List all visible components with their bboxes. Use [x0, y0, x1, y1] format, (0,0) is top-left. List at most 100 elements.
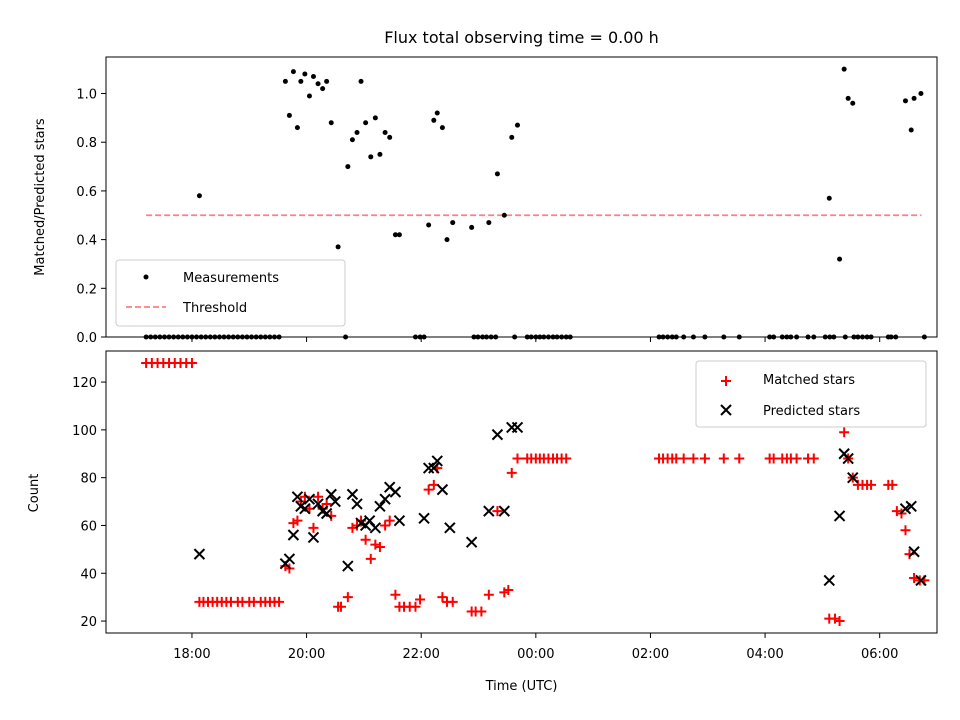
- matched-star-point: [342, 592, 353, 603]
- measurement-point: [426, 222, 432, 228]
- predicted-star-point: [325, 488, 337, 501]
- matched-star-point: [483, 589, 494, 600]
- measurement-point: [439, 125, 445, 131]
- top-y-axis-label: Matched/Predicted stars: [33, 118, 48, 276]
- predicted-star-point: [418, 512, 430, 524]
- measurement-point: [282, 78, 288, 84]
- matched-star-point: [866, 479, 877, 490]
- measurement-point: [486, 220, 492, 226]
- predicted-star-point: [823, 574, 835, 587]
- legend-matched-marker: [721, 376, 731, 386]
- predicted-star-point: [303, 493, 316, 505]
- top-y-tick-label: 0.6: [76, 185, 97, 200]
- measurement-point: [324, 78, 330, 84]
- measurement-point: [509, 134, 515, 140]
- measurement-point: [837, 256, 843, 262]
- predicted-star-point: [847, 471, 859, 484]
- bottom-y-tick-label: 120: [72, 376, 97, 391]
- top-axes-frame: [105, 56, 938, 338]
- bottom-x-tick-label: 06:00: [861, 647, 898, 662]
- measurement-point: [372, 115, 378, 121]
- measurement-point: [850, 100, 856, 106]
- bottom-y-tick-label: 20: [80, 615, 97, 630]
- matched-star-point: [699, 453, 710, 464]
- bottom-y-axis: 20 40 60 80 100 120: [72, 376, 106, 630]
- predicted-star-point: [465, 536, 478, 548]
- predicted-star-point: [329, 495, 341, 508]
- matched-star-point: [415, 594, 426, 605]
- bottom-y-tick-label: 100: [72, 424, 97, 439]
- matched-star-point: [390, 589, 401, 600]
- predicted-star-point: [393, 514, 406, 527]
- measurement-point: [294, 125, 300, 131]
- measurement-point: [387, 134, 393, 140]
- matched-star-point: [834, 616, 845, 627]
- bottom-x-axis: 18:00 20:00 22:00 00:00 02:00 04:00 06:00: [173, 633, 898, 662]
- predicted-star-point: [369, 522, 382, 534]
- bottom-x-tick-label: 22:00: [402, 647, 439, 662]
- bottom-legend: Matched stars Predicted stars: [695, 360, 927, 428]
- predicted-star-point: [428, 462, 440, 474]
- measurement-point: [469, 224, 475, 230]
- matched-star-point: [274, 596, 285, 607]
- measurement-point: [392, 232, 398, 238]
- measurement-point: [396, 232, 402, 238]
- matched-star-point: [561, 453, 572, 464]
- top-panel: 0.0 0.2 0.4 0.6 0.8 1.0 Matched/Predicted sta…: [33, 56, 938, 346]
- measurement-point: [494, 171, 500, 177]
- top-legend: Measurements Threshold: [115, 259, 346, 327]
- matched-star-point: [512, 453, 523, 464]
- bottom-legend-frame: [695, 360, 927, 428]
- top-y-tick-label: 0.0: [76, 331, 97, 346]
- matched-star-point: [768, 453, 779, 464]
- predicted-star-point: [374, 500, 386, 513]
- measurement-point: [918, 91, 924, 97]
- matched-star-point: [308, 522, 319, 533]
- measurement-point: [335, 244, 341, 250]
- measurement-point: [444, 237, 450, 243]
- predicted-star-point: [346, 488, 359, 501]
- matched-star-point: [186, 357, 197, 368]
- predicted-star-point: [307, 531, 320, 544]
- predicted-star-point: [351, 498, 363, 510]
- matched-star-point: [410, 601, 421, 612]
- legend-measurements-marker: [143, 274, 149, 280]
- measurement-point: [826, 195, 832, 201]
- measurement-point: [501, 212, 507, 218]
- measurement-point: [290, 69, 296, 75]
- measurement-point: [328, 120, 334, 126]
- bottom-y-tick-label: 80: [80, 472, 97, 487]
- measurement-point: [315, 81, 321, 87]
- top-legend-frame: [115, 259, 346, 327]
- top-y-axis: 0.0 0.2 0.4 0.6 0.8 1.0: [76, 88, 106, 346]
- bottom-x-tick-label: 04:00: [746, 647, 783, 662]
- measurement-point: [196, 193, 202, 199]
- bottom-y-tick-label: 40: [80, 567, 97, 582]
- bottom-y-axis-label: Count: [27, 474, 42, 513]
- predicted-star-point: [363, 514, 376, 527]
- measurement-point: [841, 66, 847, 72]
- matched-star-point: [335, 601, 346, 612]
- measurement-point: [450, 220, 456, 226]
- predicted-star-point: [436, 483, 449, 496]
- matched-star-point: [887, 479, 898, 490]
- legend-threshold-label: Threshold: [182, 301, 247, 316]
- predicted-star-point: [283, 553, 296, 565]
- measurement-point: [349, 137, 355, 143]
- matched-star-point: [734, 453, 745, 464]
- measurement-point: [911, 95, 917, 101]
- matched-star-point: [374, 541, 385, 552]
- legend-matched-label: Matched stars: [763, 373, 855, 388]
- bottom-panel: 20 40 60 80 100 120 18:00 20:00 22:00 00:00 02:00…: [27, 350, 938, 694]
- matched-star-point: [476, 606, 487, 617]
- legend-measurements-label: Measurements: [183, 271, 279, 286]
- predicted-star-point: [483, 505, 495, 517]
- predicted-star-point: [899, 503, 912, 515]
- legend-predicted-label: Predicted stars: [763, 404, 860, 419]
- top-y-tick-label: 0.2: [76, 282, 97, 297]
- predicted-star-point: [320, 507, 333, 520]
- x-axis-label: Time (UTC): [485, 679, 558, 694]
- predicted-star-point: [498, 505, 511, 517]
- predicted-star-point: [915, 574, 927, 587]
